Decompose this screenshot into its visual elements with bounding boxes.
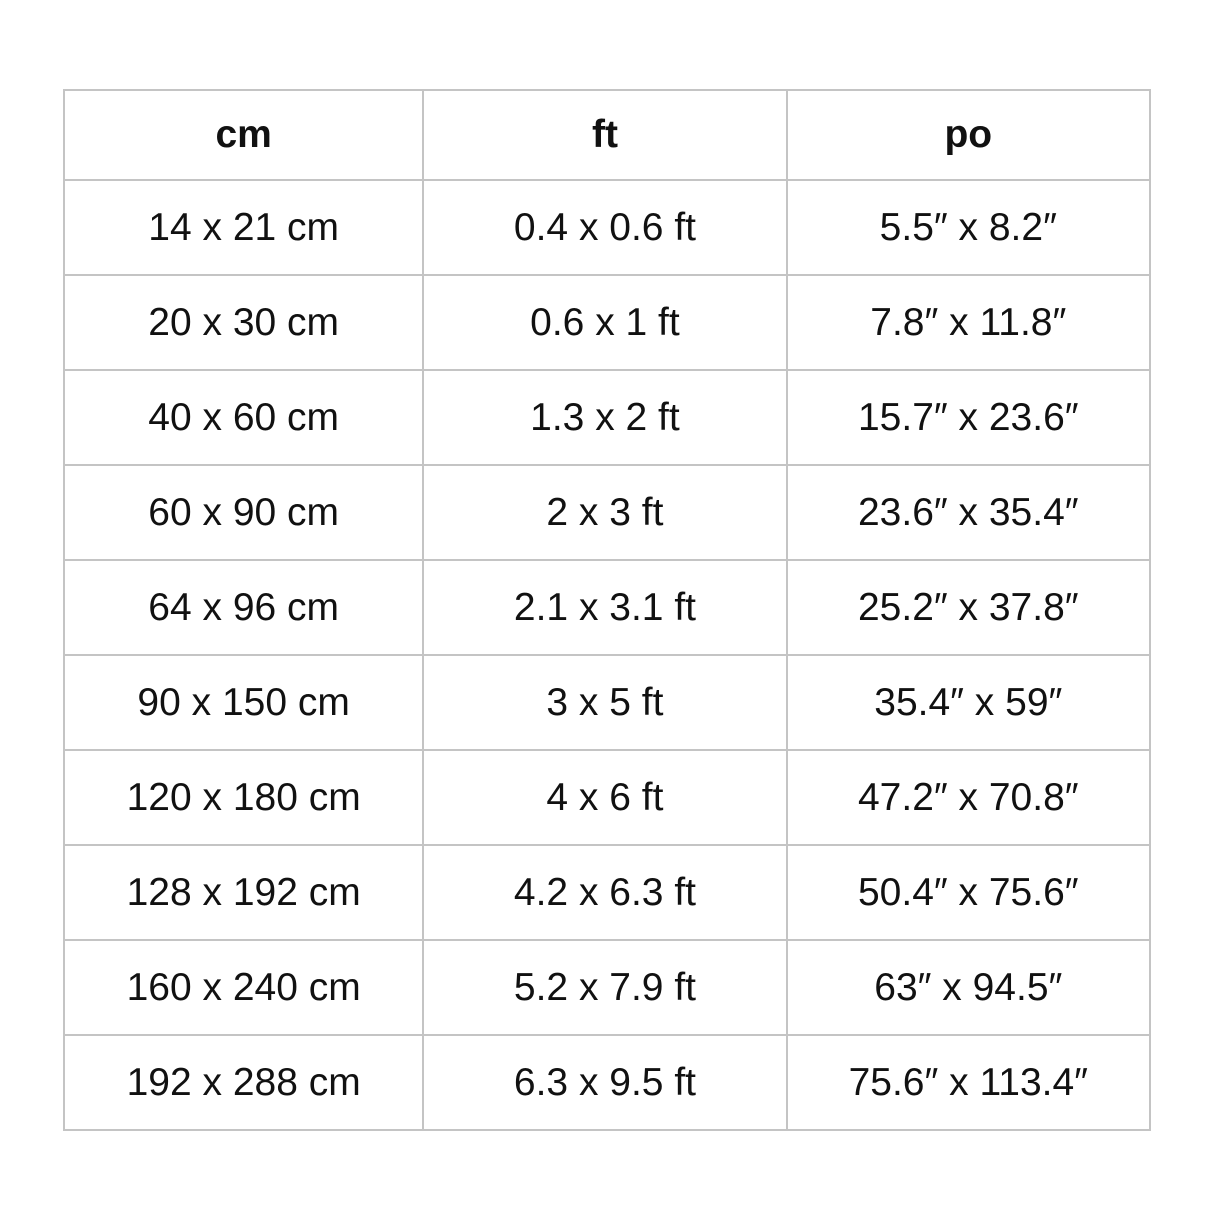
cell-ft: 6.3 x 9.5 ft — [422, 1034, 788, 1131]
cell-cm: 60 x 90 cm — [62, 464, 425, 561]
header-cm: cm — [62, 89, 425, 181]
cell-po: 7.8″ x 11.8″ — [785, 274, 1152, 371]
cell-ft: 5.2 x 7.9 ft — [422, 939, 788, 1036]
table-row: 40 x 60 cm 1.3 x 2 ft 15.7″ x 23.6″ — [62, 369, 1152, 466]
cell-ft: 4.2 x 6.3 ft — [422, 844, 788, 941]
cell-cm: 120 x 180 cm — [62, 749, 425, 846]
cell-po: 35.4″ x 59″ — [785, 654, 1152, 751]
cell-po: 63″ x 94.5″ — [785, 939, 1152, 1036]
cell-cm: 14 x 21 cm — [62, 179, 425, 276]
table-row: 60 x 90 cm 2 x 3 ft 23.6″ x 35.4″ — [62, 464, 1152, 561]
header-ft: ft — [422, 89, 788, 181]
table-row: 160 x 240 cm 5.2 x 7.9 ft 63″ x 94.5″ — [62, 939, 1152, 1036]
cell-ft: 2.1 x 3.1 ft — [422, 559, 788, 656]
cell-po: 25.2″ x 37.8″ — [785, 559, 1152, 656]
cell-po: 75.6″ x 113.4″ — [785, 1034, 1152, 1131]
cell-cm: 90 x 150 cm — [62, 654, 425, 751]
cell-cm: 20 x 30 cm — [62, 274, 425, 371]
cell-po: 23.6″ x 35.4″ — [785, 464, 1152, 561]
cell-cm: 40 x 60 cm — [62, 369, 425, 466]
table-row: 120 x 180 cm 4 x 6 ft 47.2″ x 70.8″ — [62, 749, 1152, 846]
cell-po: 47.2″ x 70.8″ — [785, 749, 1152, 846]
cell-cm: 192 x 288 cm — [62, 1034, 425, 1131]
table-header: cm ft po — [62, 89, 1152, 181]
table-row: 128 x 192 cm 4.2 x 6.3 ft 50.4″ x 75.6″ — [62, 844, 1152, 941]
table-row: 14 x 21 cm 0.4 x 0.6 ft 5.5″ x 8.2″ — [62, 179, 1152, 276]
table-row: 20 x 30 cm 0.6 x 1 ft 7.8″ x 11.8″ — [62, 274, 1152, 371]
cell-po: 50.4″ x 75.6″ — [785, 844, 1152, 941]
cell-ft: 0.4 x 0.6 ft — [422, 179, 788, 276]
size-conversion-table: cm ft po 14 x 21 cm 0.4 x 0.6 ft 5.5″ x 8.… — [62, 89, 1152, 1131]
table-row: 90 x 150 cm 3 x 5 ft 35.4″ x 59″ — [62, 654, 1152, 751]
cell-cm: 64 x 96 cm — [62, 559, 425, 656]
cell-cm: 160 x 240 cm — [62, 939, 425, 1036]
cell-ft: 3 x 5 ft — [422, 654, 788, 751]
header-row: cm ft po — [62, 89, 1152, 181]
table-body: 14 x 21 cm 0.4 x 0.6 ft 5.5″ x 8.2″ 20 x 30… — [62, 179, 1152, 1131]
cell-cm: 128 x 192 cm — [62, 844, 425, 941]
cell-ft: 2 x 3 ft — [422, 464, 788, 561]
header-po: po — [785, 89, 1152, 181]
table-row: 64 x 96 cm 2.1 x 3.1 ft 25.2″ x 37.8″ — [62, 559, 1152, 656]
table-row: 192 x 288 cm 6.3 x 9.5 ft 75.6″ x 113.4″ — [62, 1034, 1152, 1131]
cell-po: 15.7″ x 23.6″ — [785, 369, 1152, 466]
cell-po: 5.5″ x 8.2″ — [785, 179, 1152, 276]
cell-ft: 1.3 x 2 ft — [422, 369, 788, 466]
cell-ft: 4 x 6 ft — [422, 749, 788, 846]
cell-ft: 0.6 x 1 ft — [422, 274, 788, 371]
